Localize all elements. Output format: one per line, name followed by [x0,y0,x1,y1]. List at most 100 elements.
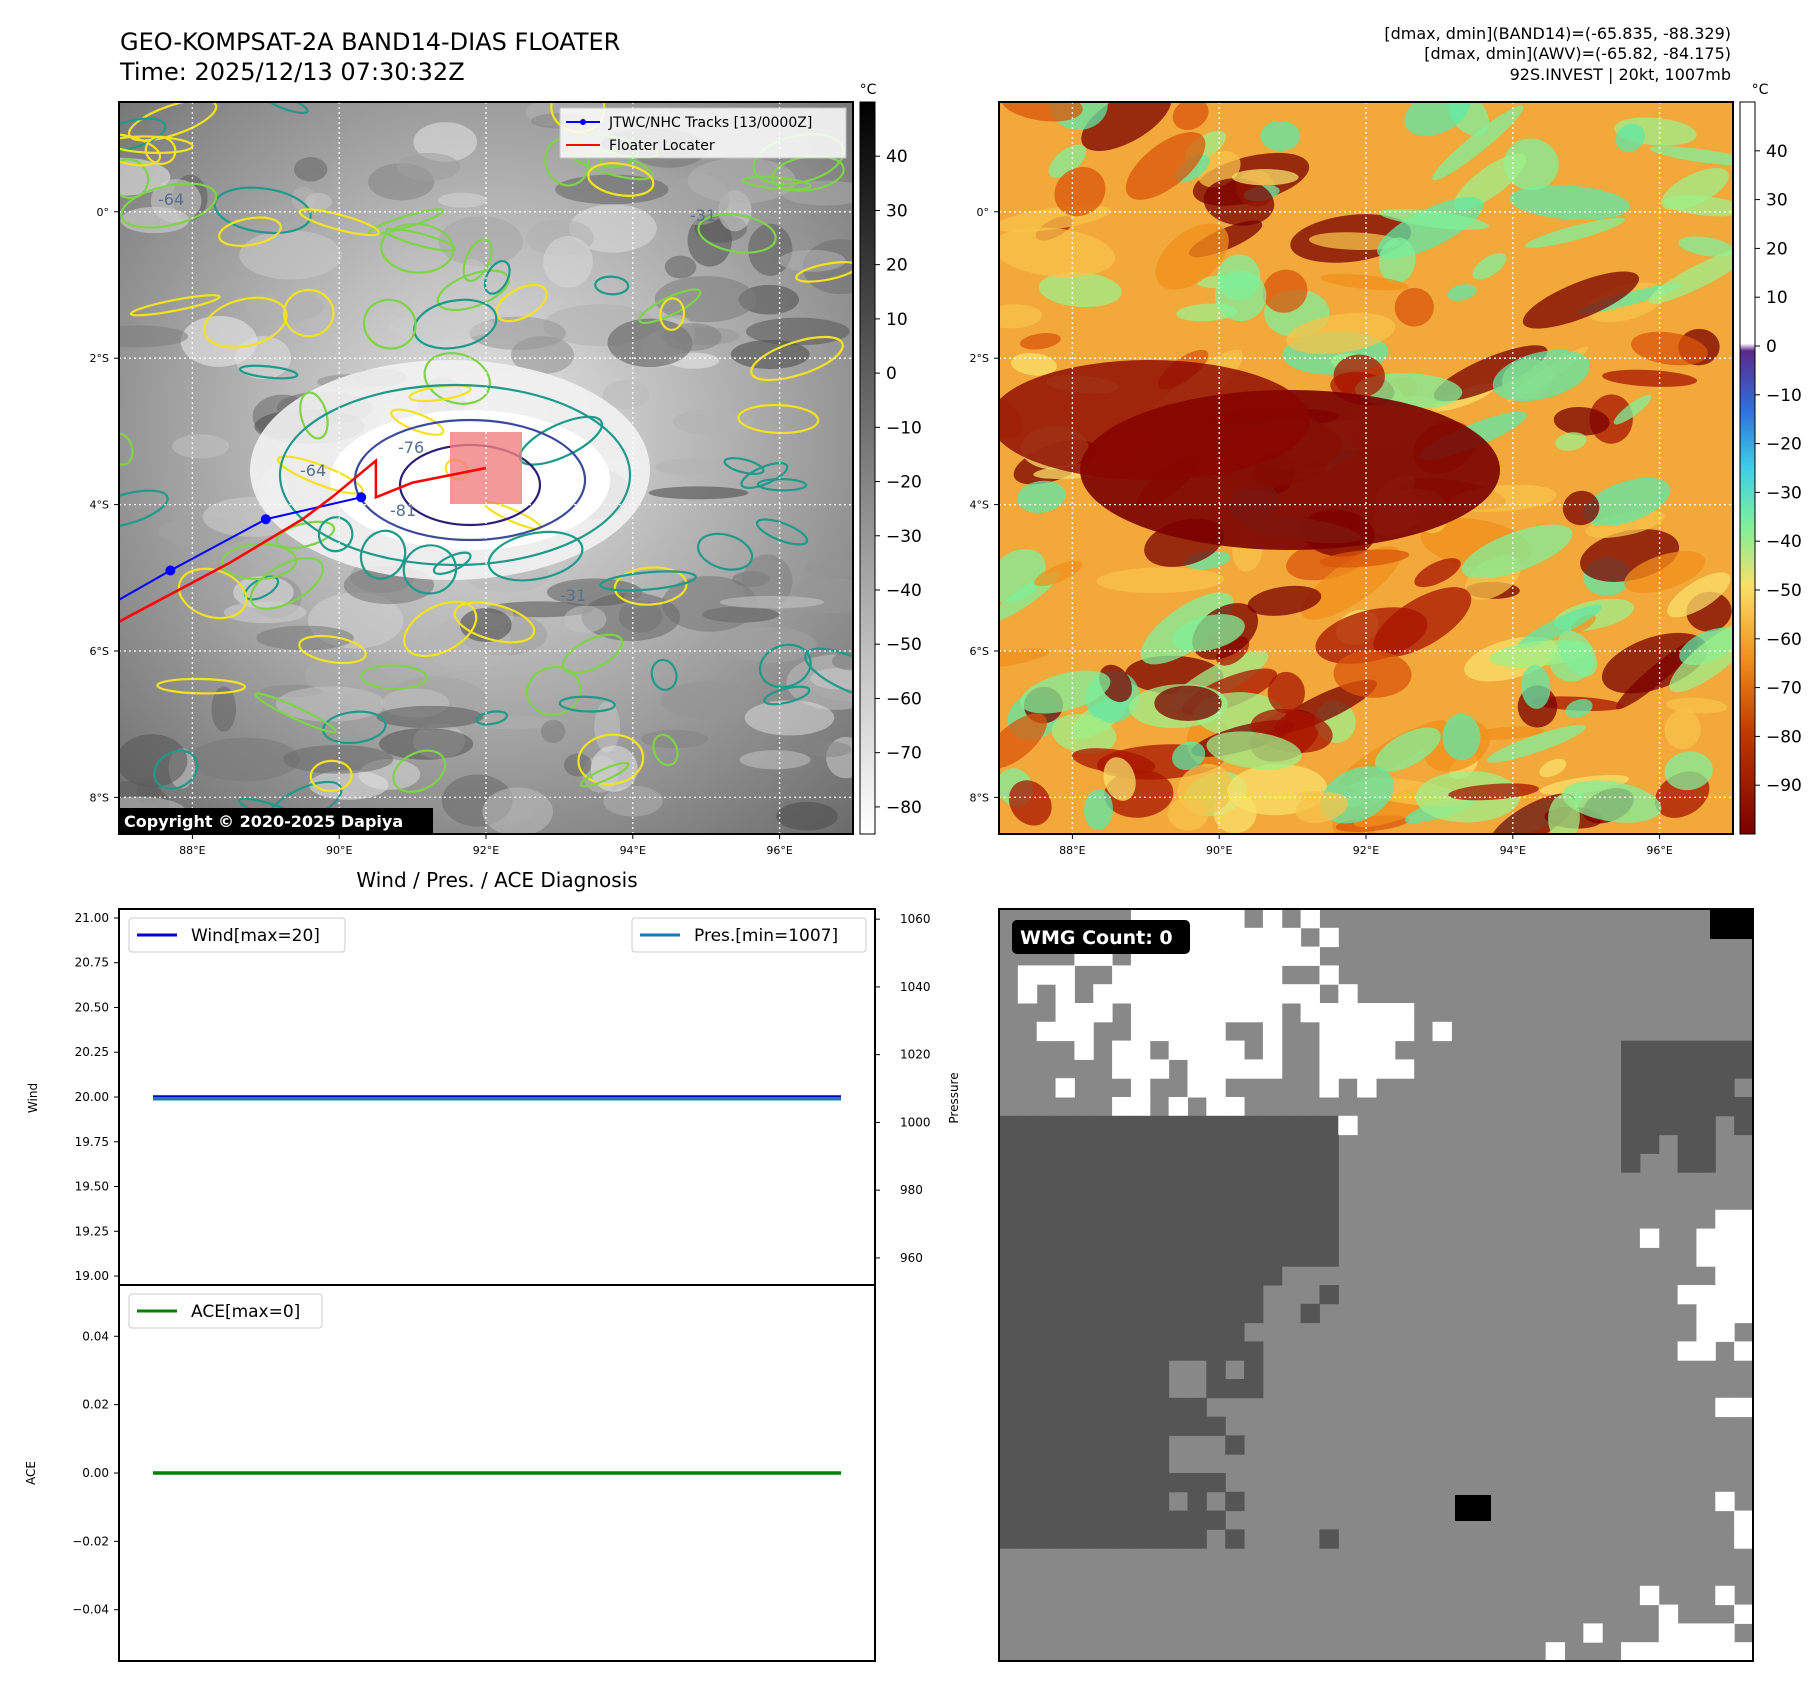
colorbar-tick-label: 30 [1766,191,1788,211]
ir-contour [750,335,844,382]
floater-locater-line [119,458,487,623]
awv-cloud-blob [1432,105,1524,181]
colorbar-tick-label: 0 [886,364,897,384]
awv-cloud-blob [1414,558,1461,588]
wmg-cell [1621,1153,1641,1173]
wmg-cell [1394,1021,1415,1042]
wmg-cell [1225,1134,1245,1154]
ir-contour [249,556,324,610]
lat-tick-label: 6°S [970,645,989,658]
wmg-cell [1319,1003,1339,1023]
wmg-cell [1262,1153,1283,1173]
ir-cloud-blob [223,601,307,624]
ir-contour [119,135,194,154]
wmg-cell [1206,965,1226,985]
ir-cloud-blob [482,787,553,834]
awv-cloud-blob [1442,713,1481,761]
wmg-cell [1244,1266,1264,1286]
ir-cloud-blob [211,686,237,732]
wmg-cell [1187,1134,1207,1154]
wmg-cell [1187,1021,1207,1042]
wmg-cell [1187,1228,1207,1248]
awv-cloud-blob [1084,788,1113,831]
wmg-cell [1130,1360,1151,1380]
wmg-cell [1168,1021,1188,1042]
ir-cloud-blob [438,216,524,267]
wmg-cell [1055,1379,1075,1399]
wmg-cell [1187,1529,1207,1549]
colorbar-tick-label: 0 [1766,337,1777,357]
wmg-cell [1112,1322,1132,1342]
wmg-cell [1225,1322,1245,1342]
wmg-cell [1696,1228,1716,1248]
ir-cloud-blob [744,700,835,736]
wmg-cell [1093,1322,1113,1342]
ir-contour [359,529,407,580]
wmg-cell [1074,1435,1094,1455]
wmg-cell [1055,1134,1075,1154]
wmg-cell [1225,984,1245,1004]
wmg-cell [1639,1040,1660,1060]
colorbar-tick-label: −30 [886,527,922,547]
wmg-cell [1112,1285,1132,1305]
wmg-cell [1130,1435,1151,1455]
wmg-cell [1074,1379,1094,1399]
wmg-cell [1357,1021,1377,1042]
wmg-cell [1300,1153,1320,1173]
ir-contour [652,733,679,767]
wmg-cell [1149,1473,1170,1493]
ir-legend: JTWC/NHC Tracks [13/0000Z] Floater Locat… [559,107,847,159]
wmg-cell [1168,1172,1188,1192]
ir-cloud-blob [304,657,385,694]
wmg-cell [1300,1247,1320,1267]
wmg-cell [1262,1266,1283,1286]
awv-cloud-blob [1155,223,1229,290]
ir-contour [203,296,288,349]
wmg-cell [1149,1360,1170,1380]
wmg-cell [1639,1097,1660,1117]
ir-cloud-blob [805,741,852,758]
lon-tick-label: 92°E [473,844,499,857]
wmg-cell [1244,1341,1264,1361]
wmg-cell [999,1379,1019,1399]
awv-cloud-blob [1678,236,1733,257]
wmg-cell [1621,1059,1641,1079]
ir-contour [309,759,353,792]
wmg-cell [1017,1397,1038,1418]
ir-contour [758,643,812,689]
wmg-cell [1093,1172,1113,1192]
wmg-cell [1262,927,1283,948]
wmg-cell [1036,1115,1057,1136]
ir-contour [740,461,789,489]
wmg-cell [1187,927,1207,948]
wmg-cell [1017,1247,1038,1267]
wmg-cell [1715,1491,1735,1512]
wmg-cell [1281,1172,1302,1192]
wmg-cell [1206,1021,1226,1042]
legend-track: JTWC/NHC Tracks [13/0000Z] [608,115,812,131]
wmg-cell [1112,1134,1132,1154]
lon-tick-label: 94°E [1500,844,1526,857]
wmg-cell [1206,1172,1226,1192]
jtwc-track-point [356,492,367,503]
wmg-cell [1244,984,1264,1004]
ir-cloud-blob [594,701,621,753]
wmg-cell [1262,1059,1283,1079]
wmg-cell [1074,1153,1094,1173]
wmg-cell [1244,1285,1264,1305]
wmg-cell [1225,1247,1245,1267]
awv-colorbar: °C 40 30 20 10 0 −10 −20 −30 −40 −50 −60 −70 −80 −90 [1739,82,1802,835]
awv-cloud-blob [1231,169,1299,186]
wmg-cell [1074,1322,1094,1342]
wmg-cell [1187,1416,1207,1436]
wmg-cell [1074,1397,1094,1418]
wmg-cell [1187,1303,1207,1324]
wmg-cell [1715,1097,1735,1117]
awv-cloud-blob [1001,102,1083,122]
wmg-cell [1677,1642,1697,1662]
ir-cloud-blob [810,667,853,690]
wmg-cell [1168,1529,1188,1549]
wmg-cell [1149,1191,1170,1211]
wmg-cell [1677,1040,1697,1060]
wmg-cell [1432,1021,1452,1042]
